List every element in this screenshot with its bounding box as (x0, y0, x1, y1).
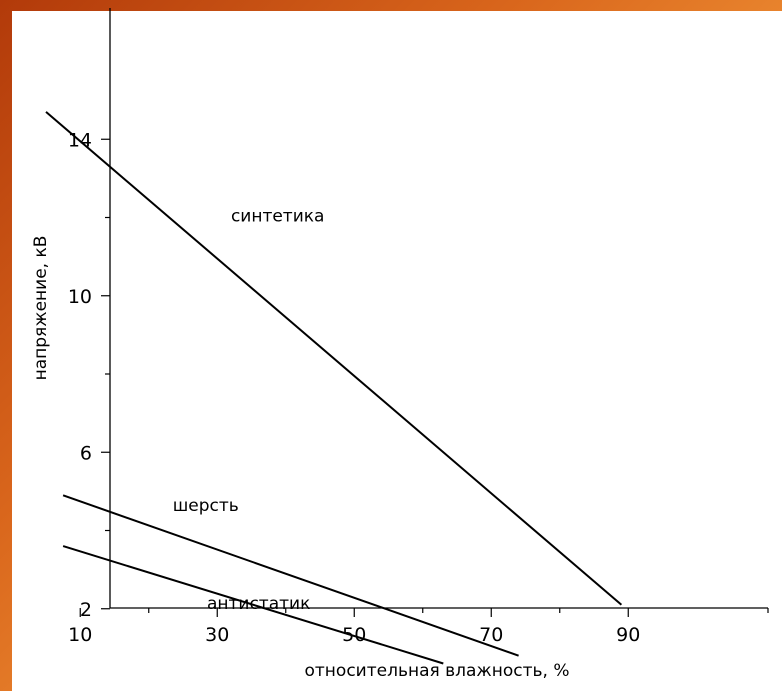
series-line (45, 111, 623, 606)
x-tick-label: 70 (479, 624, 503, 646)
series-label: шерсть (173, 496, 239, 516)
series-label: антистатик (207, 594, 310, 614)
x-axis-label: относительная влажность, % (305, 661, 570, 681)
x-tick-label: 90 (616, 624, 640, 646)
x-tick-label: 30 (205, 624, 229, 646)
chart-panel (12, 11, 782, 691)
y-axis-label: напряжение, кВ (31, 236, 51, 381)
x-tick-label: 10 (68, 624, 92, 646)
y-tick-label: 6 (80, 442, 92, 464)
series-lines: синтетика шерсть антистатик (45, 111, 623, 665)
y-tick-label: 10 (68, 286, 92, 308)
series-line (62, 545, 444, 665)
series-label: синтетика (231, 206, 325, 226)
axes (109, 8, 768, 609)
labels: относительная влажность, % напряжение, к… (31, 236, 570, 681)
y-tick-label: 2 (80, 599, 92, 621)
series-line (62, 494, 519, 657)
